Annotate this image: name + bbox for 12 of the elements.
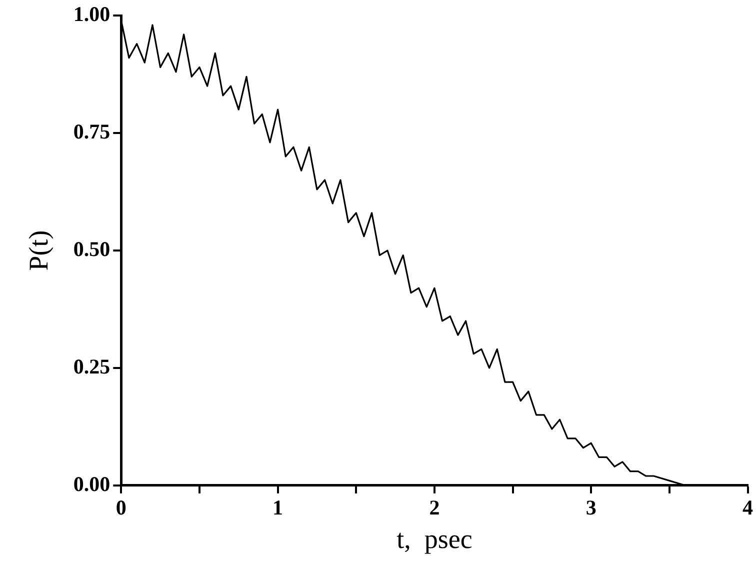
x-tick-label: 3 [586,495,596,520]
y-tick-label: 0.50 [73,236,110,261]
x-tick-label: 4 [742,495,754,520]
y-tick-label: 0.25 [73,354,110,378]
y-tick-label: 1.00 [73,2,110,26]
x-tick-label: 1 [272,495,284,520]
y-axis-title: P(t) [23,230,54,271]
x-tick-label: 0 [116,495,126,520]
y-tick-label: 0.75 [73,119,110,144]
x-tick-label: 2 [429,495,440,520]
x-axis-title: t, psec [396,524,472,554]
y-tick-label: 0.00 [73,472,110,496]
